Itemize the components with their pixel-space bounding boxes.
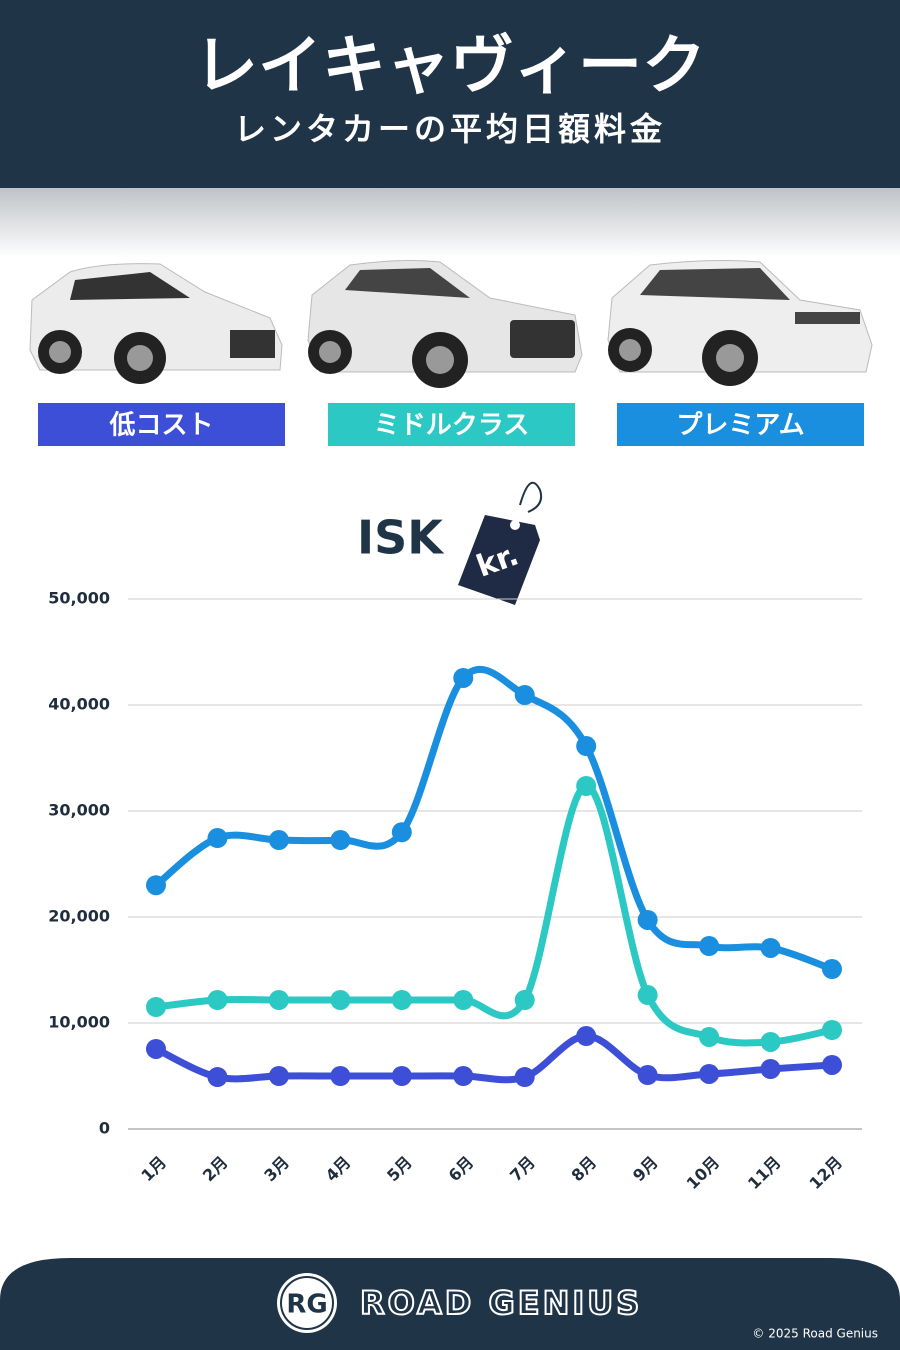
copyright: © 2025 Road Genius (752, 1327, 878, 1341)
x-tick-label: 8月 (568, 1153, 601, 1186)
legend-swatch (328, 403, 575, 446)
logo-ring (280, 1276, 334, 1330)
legend-label: プレミアム (676, 411, 804, 441)
data-point (453, 1066, 474, 1086)
data-point (637, 1065, 658, 1086)
data-point (207, 828, 228, 849)
data-point (760, 937, 781, 958)
data-point (699, 1026, 720, 1047)
legend-label: ミドルクラス (374, 411, 529, 441)
footer-bg (0, 1258, 900, 1350)
data-point (760, 1031, 781, 1052)
line-chart: 0 10,000 20,000 30,000 40,000 50,000 1月 2月 3月 4月 5… (48, 589, 862, 1194)
y-tick-label: 0 (99, 1119, 110, 1138)
data-point (822, 1054, 842, 1075)
data-point (207, 1067, 228, 1088)
data-point (330, 1066, 351, 1086)
data-point (822, 959, 842, 980)
data-point (391, 1066, 412, 1086)
data-point (453, 989, 474, 1010)
x-tick-label: 4月 (322, 1153, 355, 1186)
data-point (146, 875, 166, 896)
data-point (760, 1059, 781, 1080)
data-point (207, 989, 228, 1010)
legend-swatch (617, 403, 864, 446)
y-tick-label: 50,000 (48, 589, 110, 608)
legend-label: 低コスト (108, 411, 213, 441)
currency-code: ISK (357, 511, 445, 565)
header-bg (0, 0, 900, 188)
data-point (637, 909, 658, 930)
data-point (268, 830, 289, 851)
y-tick-label: 30,000 (48, 801, 110, 820)
data-point (146, 1038, 166, 1059)
data-point (514, 1067, 535, 1088)
subtitle: レンタカーの平均日額料金 (234, 110, 666, 148)
data-point (822, 1019, 842, 1040)
data-point (268, 989, 289, 1010)
data-point (391, 989, 412, 1010)
y-tick-label: 20,000 (48, 907, 110, 926)
x-tick-label: 1月 (137, 1153, 170, 1186)
x-tick-label: 11月 (744, 1153, 785, 1194)
y-tick-label: 40,000 (48, 695, 110, 714)
x-tick-label: 12月 (806, 1153, 847, 1194)
data-point (576, 1026, 597, 1047)
data-point (146, 996, 166, 1017)
x-tick-label: 3月 (260, 1153, 293, 1186)
data-point (637, 985, 658, 1006)
x-tick-label: 9月 (629, 1153, 662, 1186)
x-tick-label: 2月 (199, 1153, 232, 1186)
data-point (699, 936, 720, 957)
legend-swatch (38, 403, 285, 446)
car-hatchback (29, 263, 283, 384)
x-tick-label: 10月 (683, 1153, 724, 1194)
data-point (453, 667, 474, 688)
price-tag (458, 481, 543, 605)
car-suv (307, 260, 583, 388)
data-point (391, 822, 412, 843)
y-tick-label: 10,000 (48, 1013, 110, 1032)
logo: RG (286, 1290, 327, 1320)
data-point (514, 685, 535, 706)
data-point (699, 1063, 720, 1084)
x-tick-label: 6月 (445, 1153, 478, 1186)
header-shadow (0, 188, 900, 258)
car-premium (607, 260, 873, 386)
data-point (514, 989, 535, 1010)
data-point (268, 1066, 289, 1086)
brand: ROAD GENIUS (360, 1284, 642, 1322)
series-line (152, 782, 836, 1047)
data-point (576, 775, 597, 796)
data-point (576, 736, 597, 757)
series-line (152, 665, 836, 973)
x-tick-label: 7月 (506, 1153, 539, 1186)
title: レイキャヴィーク (194, 30, 706, 104)
data-point (330, 830, 351, 851)
data-point (330, 989, 351, 1010)
x-tick-label: 5月 (383, 1153, 416, 1186)
logo-circle (277, 1273, 337, 1333)
